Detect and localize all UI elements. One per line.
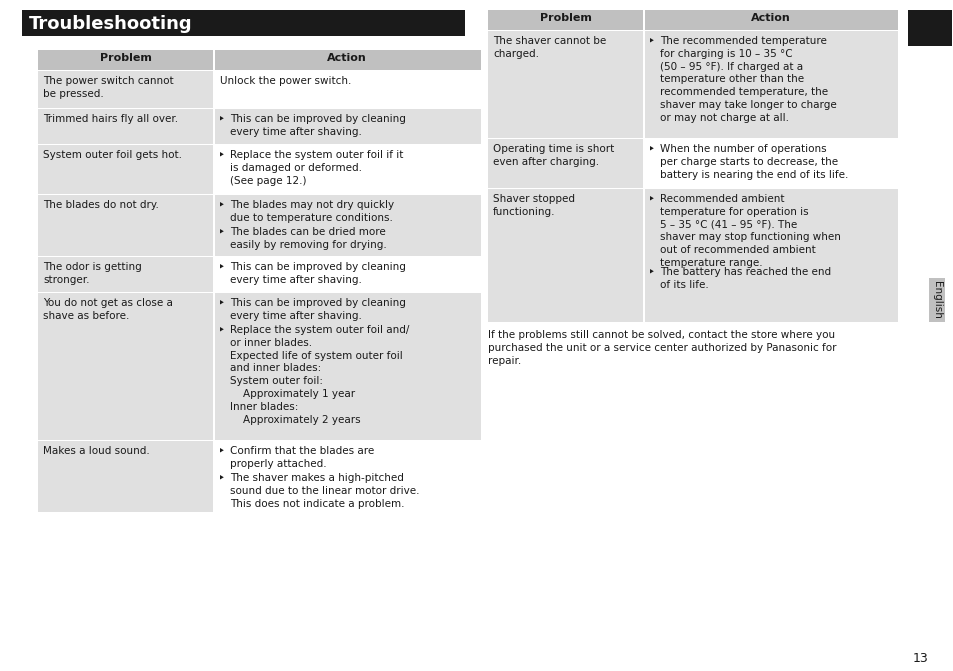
Text: The battery has reached the end
of its life.: The battery has reached the end of its l… bbox=[659, 267, 830, 290]
Polygon shape bbox=[220, 152, 224, 156]
Text: The blades can be dried more
easily by removing for drying.: The blades can be dried more easily by r… bbox=[230, 227, 386, 250]
Bar bbox=[213, 144, 214, 194]
Bar bbox=[642, 138, 644, 188]
Text: If the problems still cannot be solved, contact the store where you
purchased th: If the problems still cannot be solved, … bbox=[488, 330, 836, 366]
Bar bbox=[213, 70, 214, 108]
Bar bbox=[642, 10, 644, 30]
Text: The recommended temperature
for charging is 10 – 35 °C
(50 – 95 °F). If charged : The recommended temperature for charging… bbox=[659, 36, 836, 123]
Polygon shape bbox=[220, 300, 224, 305]
Polygon shape bbox=[220, 229, 224, 234]
Bar bbox=[642, 188, 897, 322]
Bar bbox=[213, 194, 480, 256]
Bar bbox=[38, 256, 480, 257]
Bar bbox=[213, 144, 480, 194]
Bar bbox=[488, 30, 897, 31]
Text: Unlock the power switch.: Unlock the power switch. bbox=[220, 76, 351, 86]
Polygon shape bbox=[220, 327, 224, 331]
Bar bbox=[38, 50, 213, 70]
Text: Confirm that the blades are
properly attached.: Confirm that the blades are properly att… bbox=[230, 446, 374, 469]
Bar bbox=[642, 138, 897, 188]
Text: This can be improved by cleaning
every time after shaving.: This can be improved by cleaning every t… bbox=[230, 262, 405, 285]
Polygon shape bbox=[649, 146, 653, 150]
Text: Trimmed hairs fly all over.: Trimmed hairs fly all over. bbox=[43, 114, 178, 124]
Bar bbox=[38, 292, 213, 440]
Polygon shape bbox=[220, 448, 224, 452]
Bar bbox=[213, 440, 480, 512]
Text: Problem: Problem bbox=[99, 53, 152, 63]
Bar bbox=[488, 10, 642, 30]
Bar bbox=[213, 50, 480, 70]
Text: The blades may not dry quickly
due to temperature conditions.: The blades may not dry quickly due to te… bbox=[230, 200, 394, 223]
Bar bbox=[38, 144, 213, 194]
Bar bbox=[213, 292, 480, 440]
Text: You do not get as close a
shave as before.: You do not get as close a shave as befor… bbox=[43, 298, 172, 321]
Bar bbox=[213, 440, 214, 512]
Bar bbox=[38, 70, 480, 71]
Bar bbox=[38, 512, 480, 513]
Bar bbox=[38, 292, 480, 293]
Text: Problem: Problem bbox=[539, 13, 591, 23]
Polygon shape bbox=[220, 264, 224, 268]
Bar bbox=[642, 188, 644, 322]
Bar bbox=[642, 30, 644, 138]
Text: Operating time is short
even after charging.: Operating time is short even after charg… bbox=[493, 144, 614, 167]
Text: Troubleshooting: Troubleshooting bbox=[29, 15, 193, 33]
Bar bbox=[22, 10, 464, 36]
Polygon shape bbox=[649, 269, 653, 274]
Text: The blades do not dry.: The blades do not dry. bbox=[43, 200, 159, 210]
Bar bbox=[213, 256, 480, 292]
Text: The shaver cannot be
charged.: The shaver cannot be charged. bbox=[493, 36, 605, 59]
Bar bbox=[488, 188, 642, 322]
Bar bbox=[213, 50, 214, 70]
Polygon shape bbox=[220, 202, 224, 207]
Bar bbox=[38, 108, 480, 109]
Bar bbox=[38, 144, 480, 145]
Text: When the number of operations
per charge starts to decrease, the
battery is near: When the number of operations per charge… bbox=[659, 144, 847, 180]
Bar bbox=[213, 108, 214, 144]
Text: English: English bbox=[931, 281, 941, 319]
Bar bbox=[488, 322, 897, 323]
Text: 13: 13 bbox=[911, 652, 927, 665]
Bar bbox=[488, 138, 642, 188]
Bar bbox=[488, 188, 897, 189]
Bar bbox=[38, 108, 213, 144]
Text: Action: Action bbox=[750, 13, 789, 23]
Bar bbox=[38, 194, 480, 195]
Text: Replace the system outer foil if it
is damaged or deformed.
(See page 12.): Replace the system outer foil if it is d… bbox=[230, 150, 403, 186]
Bar bbox=[907, 10, 951, 46]
Text: Makes a loud sound.: Makes a loud sound. bbox=[43, 446, 150, 456]
Text: The shaver makes a high-pitched
sound due to the linear motor drive.
This does n: The shaver makes a high-pitched sound du… bbox=[230, 473, 419, 509]
Bar bbox=[38, 256, 213, 292]
Bar bbox=[38, 70, 213, 108]
Bar bbox=[488, 30, 642, 138]
Bar bbox=[213, 292, 214, 440]
Text: Action: Action bbox=[327, 53, 367, 63]
Bar bbox=[38, 440, 480, 441]
Polygon shape bbox=[649, 196, 653, 201]
Text: Recommended ambient
temperature for operation is
5 – 35 °C (41 – 95 °F). The
sha: Recommended ambient temperature for oper… bbox=[659, 194, 840, 268]
Bar bbox=[213, 70, 480, 108]
Text: Replace the system outer foil and/
or inner blades.
Expected life of system oute: Replace the system outer foil and/ or in… bbox=[230, 325, 409, 425]
Text: System outer foil gets hot.: System outer foil gets hot. bbox=[43, 150, 182, 160]
Bar bbox=[488, 138, 897, 139]
Text: This can be improved by cleaning
every time after shaving.: This can be improved by cleaning every t… bbox=[230, 114, 405, 137]
Polygon shape bbox=[649, 38, 653, 42]
Text: The odor is getting
stronger.: The odor is getting stronger. bbox=[43, 262, 142, 285]
Bar bbox=[213, 256, 214, 292]
Text: This can be improved by cleaning
every time after shaving.: This can be improved by cleaning every t… bbox=[230, 298, 405, 321]
Text: The power switch cannot
be pressed.: The power switch cannot be pressed. bbox=[43, 76, 173, 99]
Bar bbox=[213, 108, 480, 144]
Bar bbox=[38, 440, 213, 512]
Bar bbox=[213, 194, 214, 256]
Text: Shaver stopped
functioning.: Shaver stopped functioning. bbox=[493, 194, 575, 217]
Bar bbox=[642, 10, 897, 30]
Polygon shape bbox=[220, 116, 224, 121]
Bar bbox=[642, 30, 897, 138]
Bar bbox=[38, 194, 213, 256]
Polygon shape bbox=[220, 475, 224, 480]
